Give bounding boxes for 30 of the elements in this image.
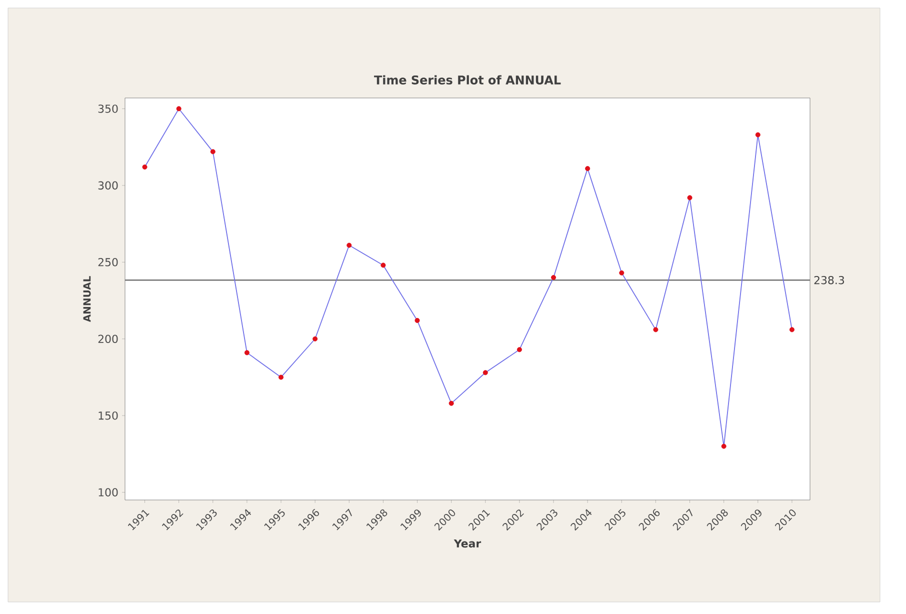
y-tick-label: 300 — [98, 181, 118, 190]
point — [312, 336, 318, 342]
point — [142, 164, 148, 170]
x-axis-title: Year — [454, 539, 482, 548]
point — [755, 132, 760, 138]
ref-line-label: 238.3 — [814, 276, 844, 284]
y-tick-label: 100 — [98, 488, 118, 496]
point — [346, 242, 352, 248]
point — [210, 149, 216, 154]
point — [278, 374, 284, 380]
point — [687, 195, 692, 200]
point — [448, 400, 454, 406]
point — [619, 270, 624, 276]
point — [482, 370, 488, 376]
point — [380, 262, 386, 268]
point — [585, 166, 590, 172]
point — [551, 275, 556, 280]
point — [516, 347, 522, 352]
point — [789, 327, 794, 332]
y-tick-label: 150 — [98, 411, 118, 420]
point — [176, 106, 182, 112]
y-tick-label: 350 — [98, 104, 118, 113]
point — [721, 444, 726, 449]
point — [414, 318, 420, 323]
point — [653, 327, 658, 332]
y-axis-title: ANNUAL — [83, 276, 91, 322]
y-tick-label: 250 — [98, 258, 118, 266]
chart-title: Time Series Plot of ANNUAL — [374, 75, 561, 84]
y-tick-label: 200 — [98, 334, 118, 344]
point — [244, 350, 250, 356]
